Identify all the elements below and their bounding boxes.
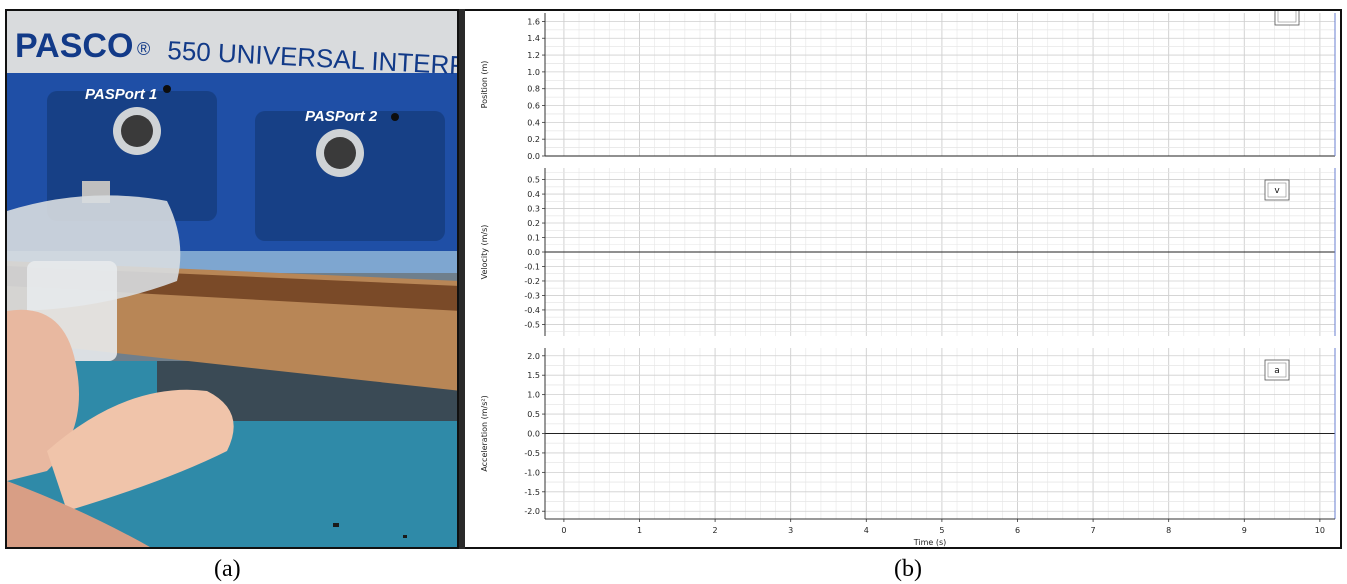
y-tick-label: -0.5 xyxy=(524,320,540,329)
x-tick-label: 3 xyxy=(788,526,793,535)
y-tick-label: -0.5 xyxy=(524,449,540,458)
port2-label: PASPort 2 xyxy=(305,108,378,125)
legend-box xyxy=(1274,11,1300,26)
y-tick-label: 0.6 xyxy=(527,102,540,111)
legend-inner xyxy=(1267,182,1287,198)
x-axis-title: Time (s) xyxy=(913,538,947,547)
graph-panel: 1.6 1.4 1.2 1.0 0.8 0.6 0.4 0.2 0.0 Position (m) 0… xyxy=(465,9,1342,549)
caption-a: (a) xyxy=(214,556,241,582)
interface-photo: PASCO ® 550 UNIVERSAL INTERFA PASPort 1 … xyxy=(7,11,457,547)
y-tick-label: 0.0 xyxy=(527,152,540,161)
x-tick-label: 0 xyxy=(561,526,566,535)
port1-label: PASPort 1 xyxy=(85,86,157,103)
y-axis-title: Acceleration (m/s²) xyxy=(480,395,489,471)
legend-inner xyxy=(1267,362,1287,378)
y-tick-label: 0.0 xyxy=(527,248,540,257)
y-tick-label: 0.4 xyxy=(527,190,540,199)
y-tick-label: 1.2 xyxy=(527,51,540,60)
y-tick-label: 1.6 xyxy=(527,17,540,26)
x-tick-label: 7 xyxy=(1091,526,1096,535)
y-tick-label: 0.5 xyxy=(527,410,540,419)
y-tick-label: 0.8 xyxy=(527,85,540,94)
plot-area xyxy=(545,13,1335,156)
x-tick-label: 10 xyxy=(1315,526,1325,535)
y-tick-label: 0.4 xyxy=(527,118,540,127)
x-tick-label: 8 xyxy=(1166,526,1171,535)
y-tick-label: -1.0 xyxy=(524,468,540,477)
x-tick-label: 6 xyxy=(1015,526,1020,535)
x-tick-label: 5 xyxy=(939,526,944,535)
y-tick-label: -1.5 xyxy=(524,488,540,497)
legend-label: a xyxy=(1274,366,1280,376)
y-tick-label: 0.5 xyxy=(527,176,540,185)
y-tick-label: -0.4 xyxy=(524,306,540,315)
photo-panel: PASCO ® 550 UNIVERSAL INTERFA PASPort 1 … xyxy=(5,9,459,549)
legend-inner xyxy=(1277,11,1297,23)
y-axis-title: Velocity (m/s) xyxy=(480,225,489,280)
y-tick-label: 2.0 xyxy=(527,352,540,361)
y-axis-title: Position (m) xyxy=(480,61,489,109)
y-tick-label: 0.2 xyxy=(527,135,540,144)
x-tick-label: 2 xyxy=(713,526,718,535)
y-tick-label: 0.3 xyxy=(527,205,540,214)
y-tick-label: -2.0 xyxy=(524,507,540,516)
legend-label: v xyxy=(1274,186,1280,196)
x-tick-label: 1 xyxy=(637,526,642,535)
panel-divider xyxy=(459,9,465,549)
y-tick-label: -0.3 xyxy=(524,291,540,300)
x-tick-label: 4 xyxy=(864,526,869,535)
y-tick-label: 0.1 xyxy=(527,234,540,243)
registered-mark: ® xyxy=(137,39,150,59)
y-tick-label: -0.1 xyxy=(524,262,540,271)
x-tick-label: 9 xyxy=(1242,526,1247,535)
legend-box xyxy=(1264,359,1290,381)
y-tick-label: -0.2 xyxy=(524,277,540,286)
legend-box xyxy=(1264,179,1290,201)
y-tick-label: 1.0 xyxy=(527,68,540,77)
y-tick-label: 1.5 xyxy=(527,371,540,380)
motion-graphs: 1.6 1.4 1.2 1.0 0.8 0.6 0.4 0.2 0.0 Position (m) 0… xyxy=(480,11,1336,547)
y-tick-label: 1.0 xyxy=(527,391,540,400)
y-tick-label: 1.4 xyxy=(527,34,540,43)
caption-b: (b) xyxy=(894,556,922,582)
y-tick-label: 0.0 xyxy=(527,430,540,439)
y-tick-label: 0.2 xyxy=(527,219,540,228)
brand-logo: PASCO xyxy=(15,27,133,65)
